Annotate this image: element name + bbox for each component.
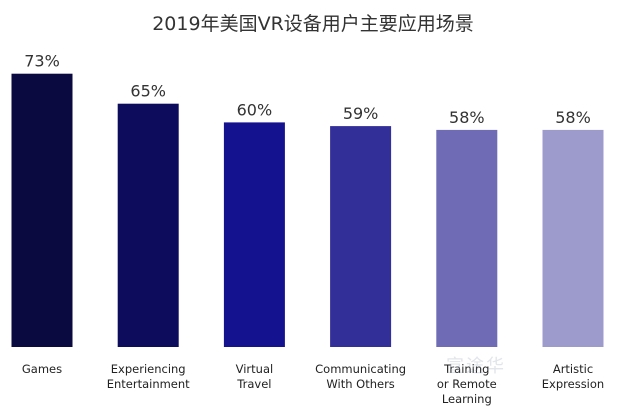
value-labels-layer: 73% 65% 60% 59% 58% 58%: [24, 52, 591, 127]
value-label-1: 65%: [130, 82, 166, 101]
category-label-1-line-0: Experiencing: [111, 362, 186, 376]
chart-title: 2019年美国VR设备用户主要应用场景: [152, 13, 474, 35]
value-label-0: 73%: [24, 52, 60, 71]
value-label-5: 58%: [555, 108, 591, 127]
category-label-2-line-0: Virtual: [236, 362, 274, 376]
category-label-3-line-1: With Others: [326, 377, 394, 391]
bar-2: [223, 122, 285, 348]
category-label-3-line-0: Communicating: [315, 362, 406, 376]
value-label-2: 60%: [237, 100, 273, 119]
value-label-3: 59%: [343, 104, 379, 123]
category-label-4-line-0: Training: [443, 362, 489, 376]
bar-1: [117, 103, 179, 347]
category-label-5-line-1: Expression: [542, 377, 604, 391]
value-label-4: 58%: [449, 108, 485, 127]
bar-5: [542, 129, 604, 347]
bar-0: [11, 73, 73, 347]
bar-4: [436, 129, 498, 347]
bars-layer: [11, 73, 604, 348]
category-label-0-line-0: Games: [22, 362, 62, 376]
category-label-2-line-1: Travel: [236, 377, 271, 391]
category-label-5-line-0: Artistic: [553, 362, 593, 376]
category-label-4-line-2: Learning: [442, 392, 492, 406]
category-label-1-line-1: Entertainment: [107, 377, 190, 391]
category-labels-layer: Games ExperiencingEntertainmentVirtualTra…: [22, 362, 604, 406]
bar-3: [330, 126, 392, 347]
category-label-4-line-1: or Remote: [437, 377, 497, 391]
